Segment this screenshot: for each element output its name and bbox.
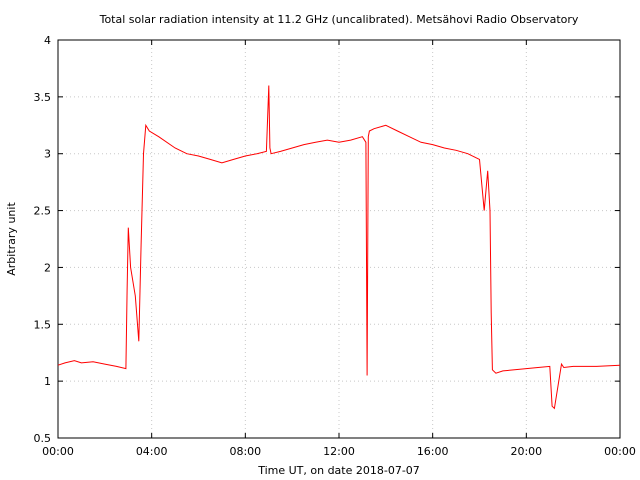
x-axis-label: Time UT, on date 2018-07-07 — [257, 464, 420, 477]
tick-labels: 00:00 04:00 08:00 12:00 16:00 20:00 00:000.511… — [34, 34, 636, 458]
x-tick-label: 08:00 — [229, 445, 261, 458]
x-tick-label: 20:00 — [510, 445, 542, 458]
x-tick-label: 00:00 — [42, 445, 74, 458]
y-tick-label: 0.5 — [34, 432, 52, 445]
series-line-radiation — [57, 85, 621, 410]
y-tick-label: 3.5 — [34, 91, 52, 104]
x-tick-label: 00:00 — [604, 445, 636, 458]
y-axis-label: Arbitrary unit — [5, 202, 18, 276]
chart-title: Total solar radiation intensity at 11.2 … — [99, 13, 579, 26]
x-tick-label: 04:00 — [136, 445, 168, 458]
y-tick-label: 1 — [44, 375, 51, 388]
plot-frame — [57, 39, 621, 439]
grid-lines — [58, 40, 620, 438]
x-tick-label: 16:00 — [417, 445, 449, 458]
y-tick-label: 2 — [44, 261, 51, 274]
y-tick-label: 2.5 — [34, 205, 52, 218]
x-tick-label: 12:00 — [323, 445, 355, 458]
y-tick-label: 1.5 — [34, 318, 52, 331]
axis-ticks — [57, 39, 621, 439]
y-tick-label: 4 — [44, 34, 51, 47]
y-tick-label: 3 — [44, 148, 51, 161]
